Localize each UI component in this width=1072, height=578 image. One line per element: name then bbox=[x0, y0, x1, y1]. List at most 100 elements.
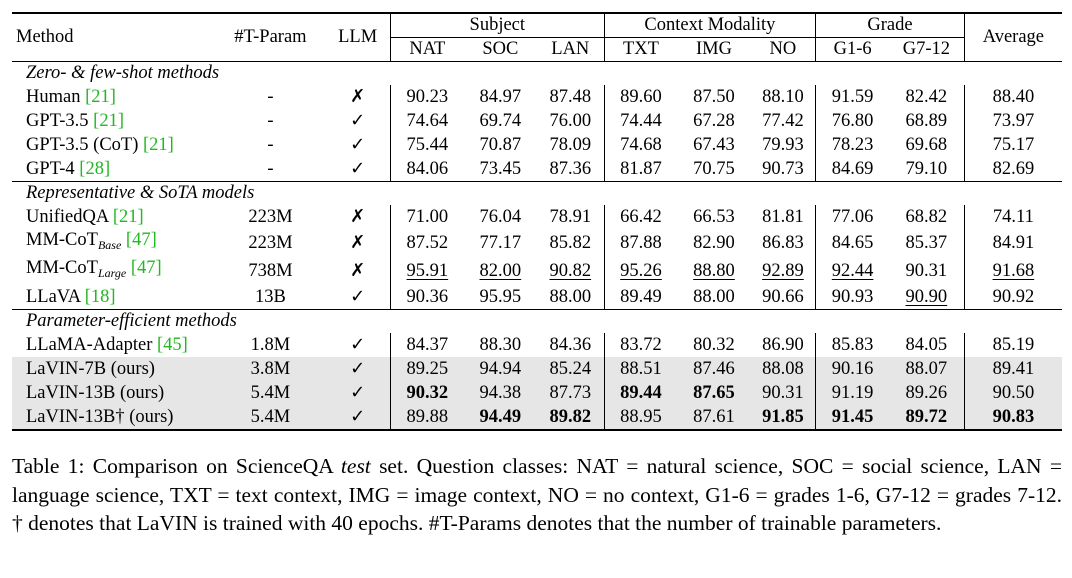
score-cell: 89.25 bbox=[389, 357, 464, 381]
average-value: 75.17 bbox=[992, 134, 1035, 155]
score-value: 89.49 bbox=[620, 286, 662, 307]
check-mark-icon: ✓ bbox=[350, 382, 366, 403]
score-cell: 84.36 bbox=[537, 333, 604, 357]
citation-link[interactable]: [21] bbox=[143, 134, 174, 155]
llm-cell: ✓ bbox=[325, 381, 391, 405]
method-cell: MM-CoTBase [47] bbox=[12, 229, 215, 257]
score-value: 81.87 bbox=[620, 158, 662, 179]
header-col-img: IMG bbox=[695, 39, 732, 59]
llm-cell: ✓ bbox=[325, 357, 391, 381]
average-cell: 74.11 bbox=[963, 205, 1062, 229]
method-cell: LaVIN-7B (ours) bbox=[12, 357, 216, 381]
score-value: 67.43 bbox=[693, 134, 735, 155]
score-value: 87.73 bbox=[549, 382, 592, 403]
table-row: GPT-3.5 (CoT) [21] - ✓ 75.44 70.87 78.09 74.68… bbox=[12, 133, 1062, 157]
score-value: 79.93 bbox=[762, 134, 804, 155]
tparam-cell: - bbox=[267, 110, 274, 131]
citation-link[interactable]: [47] bbox=[125, 230, 157, 250]
score-cell: 92.89 bbox=[751, 257, 816, 285]
score-value: 85.82 bbox=[549, 232, 592, 253]
score-cell: 70.87 bbox=[464, 133, 537, 157]
header-col-g1-6: G1-6 bbox=[815, 37, 889, 62]
citation-link[interactable]: [21] bbox=[85, 86, 116, 107]
score-value: 82.00 bbox=[479, 260, 522, 281]
score-value: 84.05 bbox=[905, 334, 948, 355]
average-value: 73.97 bbox=[992, 110, 1035, 131]
score-value: 79.10 bbox=[905, 158, 948, 179]
score-cell: 88.95 bbox=[603, 405, 678, 430]
table-row: Human [21] - ✗ 90.23 84.97 87.48 89.60 87.50 88.… bbox=[12, 85, 1062, 109]
score-cell: 89.72 bbox=[888, 405, 965, 430]
score-value: 90.23 bbox=[406, 86, 449, 107]
score-cell: 89.26 bbox=[888, 381, 965, 405]
score-value: 74.64 bbox=[406, 110, 449, 131]
score-value: 90.73 bbox=[762, 158, 804, 179]
score-value: 70.75 bbox=[693, 158, 735, 179]
score-value: 91.19 bbox=[831, 382, 874, 403]
score-cell: 76.04 bbox=[464, 205, 537, 229]
score-cell: 66.53 bbox=[677, 205, 750, 229]
average-cell: 75.17 bbox=[963, 133, 1062, 157]
score-cell: 90.82 bbox=[537, 257, 604, 285]
score-value: 78.91 bbox=[549, 206, 592, 227]
llm-cell: ✗ bbox=[325, 85, 390, 109]
score-cell: 91.45 bbox=[815, 405, 889, 430]
score-cell: 89.49 bbox=[603, 285, 678, 310]
score-value: 77.17 bbox=[479, 232, 522, 253]
average-value: 90.83 bbox=[992, 406, 1035, 427]
score-cell: 79.93 bbox=[751, 133, 816, 157]
score-cell: 94.94 bbox=[463, 357, 537, 381]
citation-link[interactable]: [21] bbox=[112, 206, 144, 227]
score-value: 77.06 bbox=[831, 206, 874, 227]
table-row: MM-CoTBase [47] 223M ✗ 87.52 77.17 85.82 87.88… bbox=[12, 229, 1062, 257]
citation-link[interactable]: [47] bbox=[130, 258, 162, 278]
llm-cell: ✓ bbox=[325, 405, 391, 430]
score-value: 76.00 bbox=[549, 110, 592, 131]
check-mark-icon: ✓ bbox=[350, 286, 366, 307]
score-value: 85.37 bbox=[905, 232, 948, 253]
check-mark-icon: ✓ bbox=[350, 110, 366, 131]
tparam-cell: 5.4M bbox=[215, 405, 326, 430]
header-row-groups: Method #T-Param LLM Subject Context Moda… bbox=[12, 13, 1062, 62]
header-group-grade: Grade bbox=[815, 13, 965, 38]
score-value: 87.36 bbox=[549, 158, 592, 179]
score-value: 92.44 bbox=[831, 260, 874, 281]
score-cell: 89.88 bbox=[389, 405, 464, 430]
score-cell: 87.73 bbox=[536, 381, 605, 405]
score-value: 87.61 bbox=[693, 406, 735, 427]
score-value: 90.36 bbox=[406, 286, 449, 307]
score-cell: 70.75 bbox=[677, 157, 750, 182]
method-subscript: Base bbox=[97, 238, 122, 252]
score-value: 88.07 bbox=[905, 358, 948, 379]
header-average: Average bbox=[963, 13, 1062, 62]
method-name: GPT-3.5 (CoT) bbox=[26, 134, 139, 155]
citation-link[interactable]: [21] bbox=[93, 110, 124, 131]
score-value: 88.95 bbox=[620, 406, 662, 427]
score-cell: 91.85 bbox=[750, 405, 816, 430]
score-value: 90.31 bbox=[762, 382, 804, 403]
score-value: 88.30 bbox=[479, 334, 522, 355]
method-name: GPT-3.5 bbox=[26, 110, 89, 131]
tparam-cell: - bbox=[267, 86, 274, 107]
score-cell: 90.36 bbox=[389, 285, 464, 310]
score-value: 73.45 bbox=[479, 158, 522, 179]
method-subscript: Large bbox=[97, 266, 127, 280]
score-value: 87.52 bbox=[406, 232, 449, 253]
citation-link[interactable]: [28] bbox=[79, 158, 111, 179]
table-row: LaVIN-13B (ours) 5.4M ✓ 90.32 94.38 87.73 89.4… bbox=[12, 381, 1062, 405]
table-row: UnifiedQA [21] 223M ✗ 71.00 76.04 78.91 66.42 6… bbox=[12, 205, 1062, 229]
score-value: 86.90 bbox=[762, 334, 804, 355]
llm-cell: ✓ bbox=[325, 285, 390, 310]
score-cell: 91.59 bbox=[815, 85, 889, 109]
score-value: 70.87 bbox=[479, 134, 522, 155]
method-cell: LLaVA [18] bbox=[12, 285, 215, 310]
score-value: 76.80 bbox=[831, 110, 874, 131]
score-cell: 87.46 bbox=[677, 357, 751, 381]
citation-link[interactable]: [45] bbox=[157, 334, 188, 355]
citation-link[interactable]: [18] bbox=[84, 286, 116, 307]
score-value: 77.42 bbox=[762, 110, 804, 131]
average-cell: 90.50 bbox=[963, 381, 1062, 405]
score-cell: 90.90 bbox=[889, 285, 964, 310]
average-cell: 73.97 bbox=[963, 109, 1062, 133]
